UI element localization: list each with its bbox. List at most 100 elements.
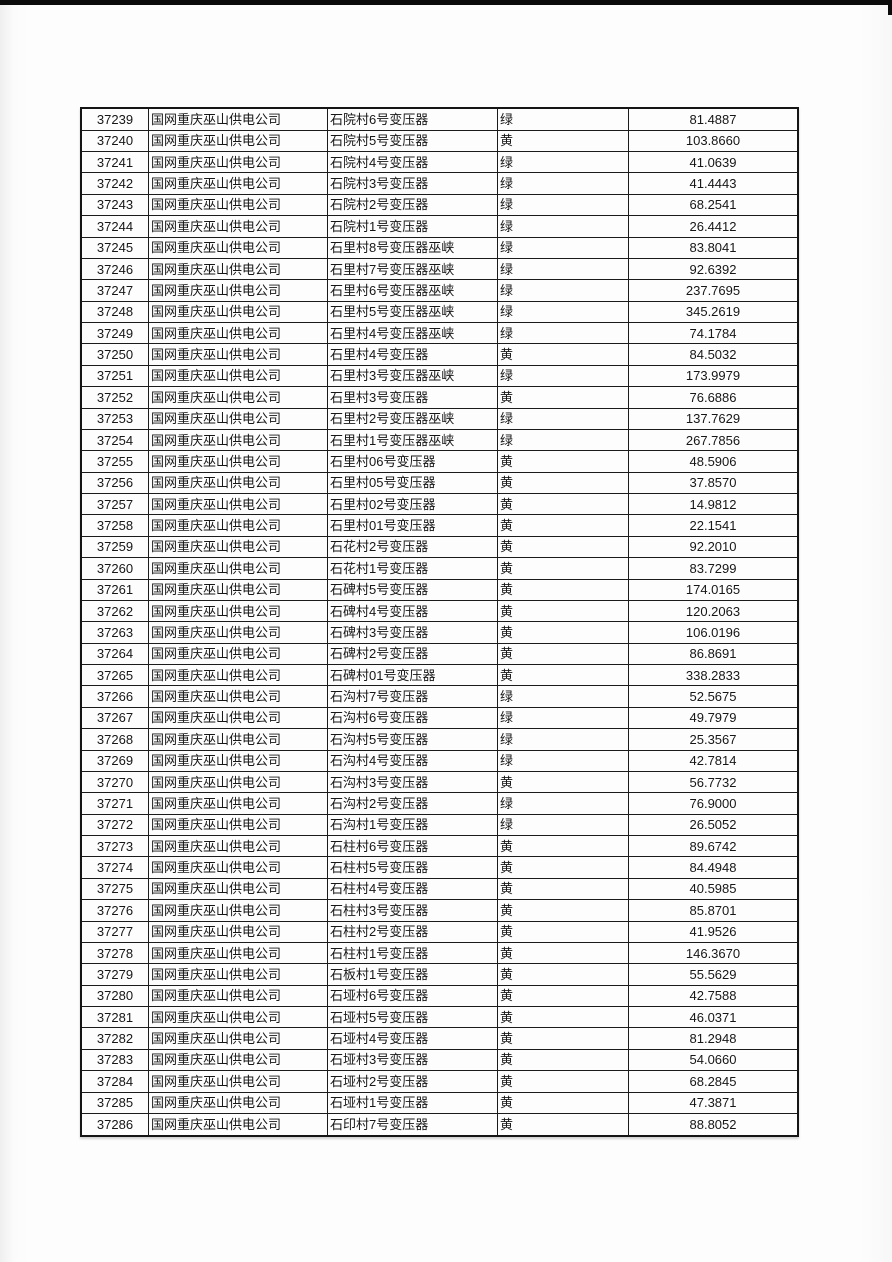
table-row: 37253 国网重庆巫山供电公司 石里村2号变压器巫峡 绿 137.7629 <box>80 407 799 430</box>
table-row: 37239 国网重庆巫山供电公司 石院村6号变压器 绿 81.4887 <box>80 107 799 131</box>
cell-company-name: 国网重庆巫山供电公司 <box>148 1112 328 1137</box>
cell-numeric-value: 267.7856 <box>628 428 799 452</box>
table-row: 37258 国网重庆巫山供电公司 石里村01号变压器 黄 22.1541 <box>80 514 799 537</box>
cell-record-id: 37239 <box>80 107 149 131</box>
table-row: 37255 国网重庆巫山供电公司 石里村06号变压器 黄 48.5906 <box>80 450 799 473</box>
table-row: 37245 国网重庆巫山供电公司 石里村8号变压器巫峡 绿 83.8041 <box>80 236 799 259</box>
table-row: 37250 国网重庆巫山供电公司 石里村4号变压器 黄 84.5032 <box>80 343 799 366</box>
cell-record-id: 37242 <box>80 172 149 195</box>
table-row: 37248 国网重庆巫山供电公司 石里村5号变压器巫峡 绿 345.2619 <box>80 300 799 324</box>
cell-record-id: 37240 <box>80 129 149 153</box>
cell-numeric-value: 106.0196 <box>628 621 799 644</box>
cell-record-id: 37256 <box>80 471 149 495</box>
cell-numeric-value: 83.8041 <box>628 236 799 259</box>
cell-record-id: 37261 <box>80 578 149 601</box>
cell-record-id: 37249 <box>80 322 149 345</box>
cell-transformer-name: 石花村1号变压器 <box>327 557 498 580</box>
cell-transformer-name: 石院村1号变压器 <box>327 215 498 238</box>
cell-transformer-name: 石里村5号变压器巫峡 <box>327 300 498 324</box>
cell-company-name: 国网重庆巫山供电公司 <box>148 599 328 623</box>
cell-transformer-name: 石垭村5号变压器 <box>327 1006 498 1029</box>
cell-numeric-value: 48.5906 <box>628 450 799 473</box>
cell-record-id: 37248 <box>80 300 149 324</box>
cell-company-name: 国网重庆巫山供电公司 <box>148 835 328 858</box>
cell-status-color: 黄 <box>497 1112 629 1137</box>
cell-transformer-name: 石院村6号变压器 <box>327 107 498 131</box>
cell-record-id: 37253 <box>80 407 149 430</box>
cell-record-id: 37245 <box>80 236 149 259</box>
cell-record-id: 37246 <box>80 257 149 281</box>
cell-status-color: 黄 <box>497 941 629 965</box>
cell-company-name: 国网重庆巫山供电公司 <box>148 514 328 537</box>
cell-transformer-name: 石沟村1号变压器 <box>327 813 498 837</box>
table-row: 37269 国网重庆巫山供电公司 石沟村4号变压器 绿 42.7814 <box>80 749 799 772</box>
cell-transformer-name: 石院村3号变压器 <box>327 172 498 195</box>
cell-company-name: 国网重庆巫山供电公司 <box>148 899 328 922</box>
cell-company-name: 国网重庆巫山供电公司 <box>148 322 328 345</box>
cell-company-name: 国网重庆巫山供电公司 <box>148 107 328 131</box>
cell-numeric-value: 345.2619 <box>628 300 799 324</box>
table-row: 37274 国网重庆巫山供电公司 石柱村5号变压器 黄 84.4948 <box>80 856 799 879</box>
cell-status-color: 黄 <box>497 899 629 922</box>
cell-company-name: 国网重庆巫山供电公司 <box>148 471 328 495</box>
cell-company-name: 国网重庆巫山供电公司 <box>148 129 328 153</box>
cell-numeric-value: 37.8570 <box>628 471 799 495</box>
cell-record-id: 37286 <box>80 1112 149 1137</box>
cell-record-id: 37260 <box>80 557 149 580</box>
cell-numeric-value: 86.8691 <box>628 642 799 666</box>
cell-transformer-name: 石印村7号变压器 <box>327 1112 498 1137</box>
cell-status-color: 绿 <box>497 322 629 345</box>
cell-transformer-name: 石沟村6号变压器 <box>327 706 498 730</box>
cell-record-id: 37263 <box>80 621 149 644</box>
cell-status-color: 绿 <box>497 407 629 430</box>
cell-company-name: 国网重庆巫山供电公司 <box>148 1006 328 1029</box>
cell-transformer-name: 石碑村3号变压器 <box>327 621 498 644</box>
cell-status-color: 黄 <box>497 514 629 537</box>
table-row: 37267 国网重庆巫山供电公司 石沟村6号变压器 绿 49.7979 <box>80 706 799 730</box>
cell-transformer-name: 石院村4号变压器 <box>327 151 498 174</box>
cell-transformer-name: 石柱村4号变压器 <box>327 877 498 901</box>
cell-status-color: 绿 <box>497 428 629 452</box>
cell-transformer-name: 石里村4号变压器巫峡 <box>327 322 498 345</box>
cell-numeric-value: 88.8052 <box>628 1112 799 1137</box>
cell-status-color: 黄 <box>497 1070 629 1093</box>
cell-numeric-value: 84.4948 <box>628 856 799 879</box>
cell-numeric-value: 74.1784 <box>628 322 799 345</box>
cell-record-id: 37281 <box>80 1006 149 1029</box>
cell-record-id: 37282 <box>80 1027 149 1050</box>
cell-status-color: 黄 <box>497 493 629 516</box>
cell-transformer-name: 石垭村6号变压器 <box>327 984 498 1008</box>
cell-transformer-name: 石垭村2号变压器 <box>327 1070 498 1093</box>
cell-transformer-name: 石院村2号变压器 <box>327 193 498 217</box>
cell-numeric-value: 25.3567 <box>628 728 799 751</box>
cell-numeric-value: 40.5985 <box>628 877 799 901</box>
table-row: 37276 国网重庆巫山供电公司 石柱村3号变压器 黄 85.8701 <box>80 899 799 922</box>
cell-numeric-value: 84.5032 <box>628 343 799 366</box>
cell-status-color: 绿 <box>497 706 629 730</box>
cell-status-color: 黄 <box>497 578 629 601</box>
cell-company-name: 国网重庆巫山供电公司 <box>148 193 328 217</box>
cell-status-color: 黄 <box>497 664 629 687</box>
cell-status-color: 黄 <box>497 535 629 559</box>
cell-company-name: 国网重庆巫山供电公司 <box>148 770 328 794</box>
cell-transformer-name: 石柱村1号变压器 <box>327 941 498 965</box>
table-row: 37271 国网重庆巫山供电公司 石沟村2号变压器 绿 76.9000 <box>80 792 799 815</box>
cell-transformer-name: 石院村5号变压器 <box>327 129 498 153</box>
cell-company-name: 国网重庆巫山供电公司 <box>148 920 328 943</box>
cell-transformer-name: 石里村1号变压器巫峡 <box>327 428 498 452</box>
cell-status-color: 黄 <box>497 835 629 858</box>
cell-numeric-value: 41.4443 <box>628 172 799 195</box>
cell-status-color: 绿 <box>497 151 629 174</box>
cell-company-name: 国网重庆巫山供电公司 <box>148 1027 328 1050</box>
cell-company-name: 国网重庆巫山供电公司 <box>148 664 328 687</box>
cell-numeric-value: 92.6392 <box>628 257 799 281</box>
cell-record-id: 37280 <box>80 984 149 1008</box>
cell-record-id: 37284 <box>80 1070 149 1093</box>
cell-status-color: 绿 <box>497 749 629 772</box>
cell-numeric-value: 81.2948 <box>628 1027 799 1050</box>
cell-company-name: 国网重庆巫山供电公司 <box>148 343 328 366</box>
cell-numeric-value: 103.8660 <box>628 129 799 153</box>
cell-transformer-name: 石里村3号变压器巫峡 <box>327 364 498 388</box>
cell-numeric-value: 174.0165 <box>628 578 799 601</box>
cell-company-name: 国网重庆巫山供电公司 <box>148 706 328 730</box>
